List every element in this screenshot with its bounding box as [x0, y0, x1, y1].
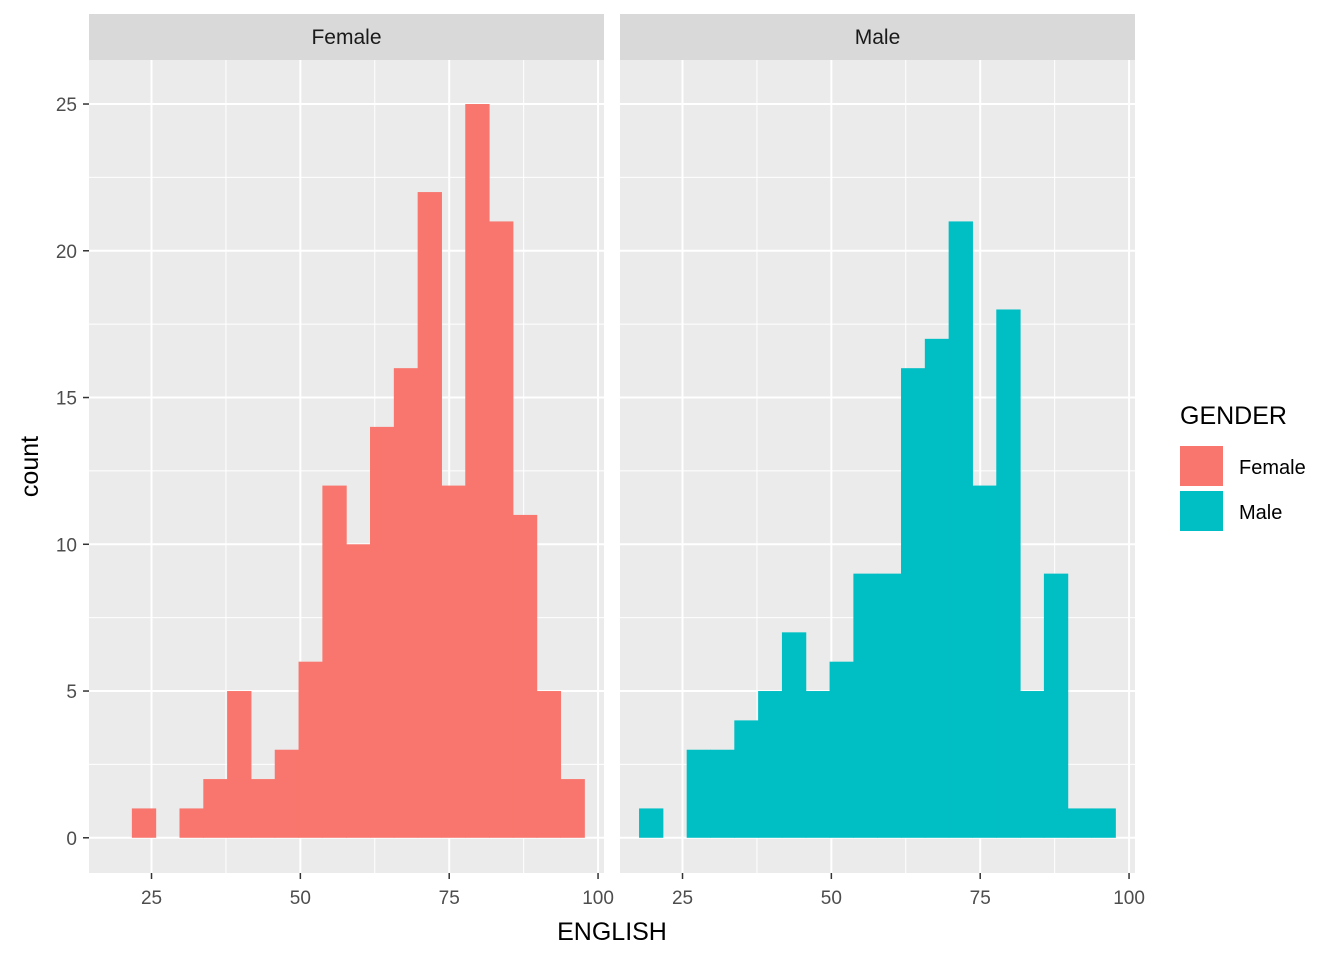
histogram-bar [924, 338, 950, 838]
x-axis-title: ENGLISH [557, 918, 667, 946]
histogram-bar [877, 573, 902, 838]
histogram-bar [901, 368, 926, 838]
histogram-bar [131, 808, 157, 838]
x-tick-label: 75 [439, 888, 460, 909]
histogram-bar [322, 485, 347, 838]
histogram-bar [512, 514, 538, 838]
histogram-bar [250, 779, 276, 838]
histogram-bar [179, 808, 204, 838]
histogram-bar [805, 691, 831, 838]
histogram-bar [686, 749, 711, 838]
histogram-bar [1043, 573, 1069, 838]
strip-label: Female [311, 26, 381, 49]
histogram-bar [441, 485, 466, 838]
x-tick-label: 100 [582, 888, 614, 909]
histogram-bar [203, 779, 228, 838]
histogram-bar [227, 691, 252, 838]
histogram-bar [710, 749, 735, 838]
x-tick-label: 50 [821, 888, 842, 909]
histogram-bar [489, 221, 514, 838]
y-tick-label: 0 [66, 829, 77, 850]
panel-strip [89, 14, 604, 60]
panels-layer: Female 25 50 75 100 Male 25 50 75 100 [89, 14, 1145, 909]
histogram-bar [393, 368, 419, 838]
histogram-bar [972, 485, 997, 838]
histogram-bar [560, 779, 585, 838]
y-axis: 0 5 10 15 20 25 [56, 95, 89, 850]
x-tick-label: 25 [141, 888, 162, 909]
panel-strip [620, 14, 1135, 60]
histogram-bar [1091, 808, 1116, 838]
histogram-bar [948, 221, 973, 838]
histogram-bar [274, 749, 300, 838]
panel-male: Male 25 50 75 100 [620, 14, 1145, 909]
x-tick-label: 50 [290, 888, 311, 909]
y-tick-label: 5 [66, 682, 77, 703]
histogram-bar [781, 632, 807, 838]
y-tick-label: 10 [56, 535, 77, 556]
histogram-bar [829, 661, 854, 838]
histogram-bar [370, 426, 395, 838]
histogram-bar [853, 573, 878, 838]
y-tick-label: 20 [56, 242, 77, 263]
x-tick-label: 75 [970, 888, 991, 909]
y-axis-title: count [16, 436, 44, 497]
y-tick-label: 25 [56, 95, 77, 116]
panel-female: Female 25 50 75 100 [89, 14, 614, 909]
histogram-bar [465, 104, 490, 838]
histogram-bar [1067, 808, 1093, 838]
y-tick-label: 15 [56, 389, 77, 410]
strip-label: Male [855, 26, 901, 49]
legend-key-female [1180, 446, 1223, 486]
histogram-bar [417, 192, 442, 838]
histogram-bar [298, 661, 323, 838]
legend-label: Female [1239, 457, 1306, 479]
x-tick-label: 100 [1113, 888, 1145, 909]
legend-title: GENDER [1180, 402, 1287, 430]
histogram-bar [346, 544, 371, 838]
histogram-bar [996, 309, 1021, 838]
legend-label: Male [1239, 502, 1282, 524]
x-tick-label: 25 [672, 888, 693, 909]
histogram-bar [758, 691, 783, 838]
legend-key-male [1180, 491, 1223, 531]
histogram-bar [734, 720, 759, 838]
legend: GENDER Female Male [1180, 402, 1306, 531]
histogram-bar [639, 808, 664, 838]
histogram-bar [1020, 691, 1045, 838]
histogram-bar [536, 691, 562, 838]
